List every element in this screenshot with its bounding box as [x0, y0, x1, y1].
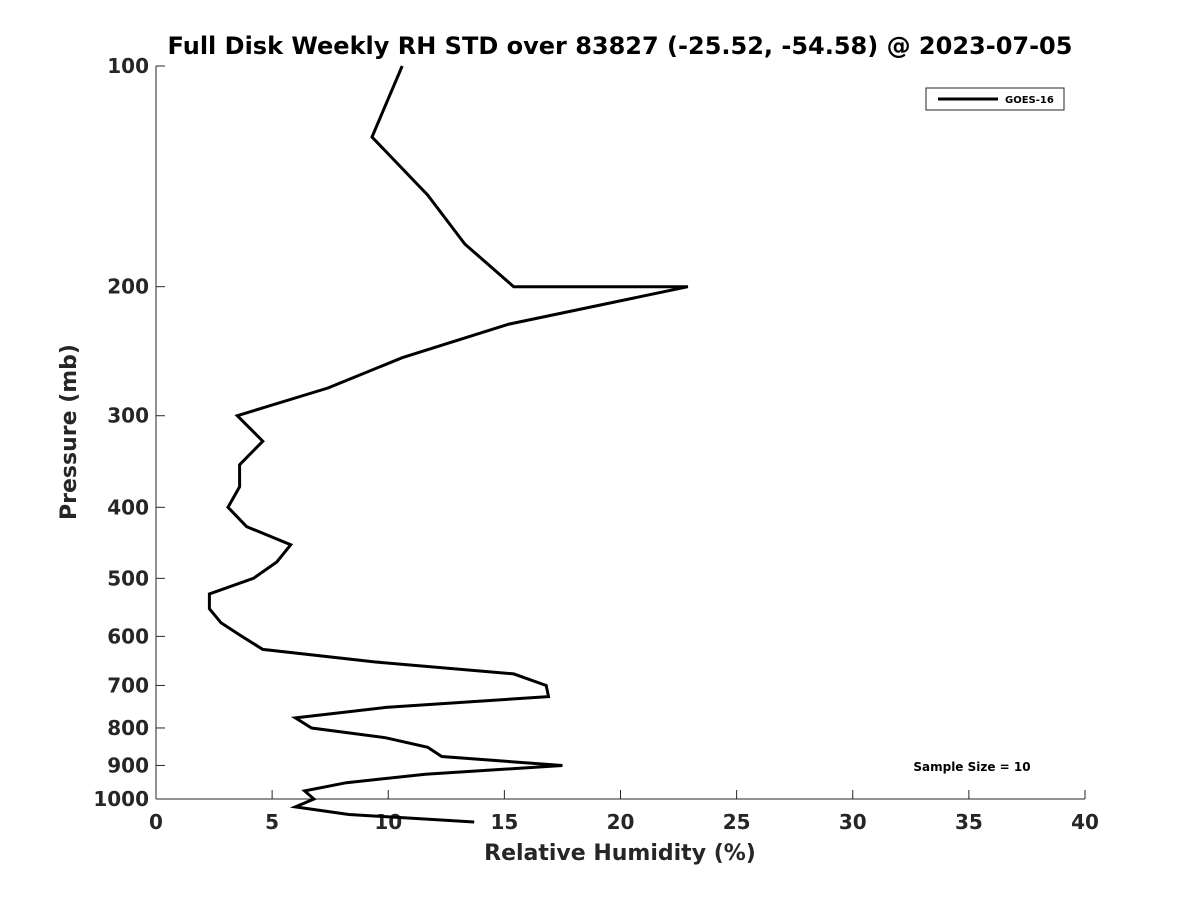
series-line-goes-16: [207, 65, 689, 824]
x-tick-label: 40: [1071, 810, 1099, 834]
x-tick-label: 0: [149, 810, 163, 834]
y-tick-label: 600: [107, 624, 149, 648]
y-ticks: 100 200 300 400 500 600 700 800 900 1000: [93, 54, 165, 811]
y-tick-label: 900: [107, 753, 149, 777]
x-tick-label: 25: [723, 810, 751, 834]
y-tick-label: 400: [107, 495, 149, 519]
x-tick-label: 35: [955, 810, 983, 834]
x-tick-label: 20: [607, 810, 635, 834]
x-tick-label: 10: [374, 810, 402, 834]
y-tick-label: 500: [107, 566, 149, 590]
y-tick-label: 800: [107, 716, 149, 740]
y-tick-label: 1000: [93, 787, 149, 811]
chart-title: Full Disk Weekly RH STD over 83827 (-25.…: [168, 32, 1073, 60]
series-group: [207, 65, 689, 824]
legend-label-goes-16: GOES-16: [1005, 95, 1054, 106]
y-axis-label: Pressure (mb): [57, 344, 82, 520]
sample-size-annotation: Sample Size = 10: [913, 760, 1030, 774]
x-axis-label: Relative Humidity (%): [484, 841, 756, 866]
x-ticks: 0 5 10 15 20 25 30 35 40: [149, 790, 1099, 834]
x-tick-label: 15: [490, 810, 518, 834]
y-tick-label: 300: [107, 404, 149, 428]
legend: GOES-16: [925, 87, 1065, 111]
x-tick-label: 30: [839, 810, 867, 834]
y-tick-label: 700: [107, 673, 149, 697]
x-tick-label: 5: [265, 810, 279, 834]
y-tick-label: 100: [107, 54, 149, 78]
y-tick-label: 200: [107, 275, 149, 299]
